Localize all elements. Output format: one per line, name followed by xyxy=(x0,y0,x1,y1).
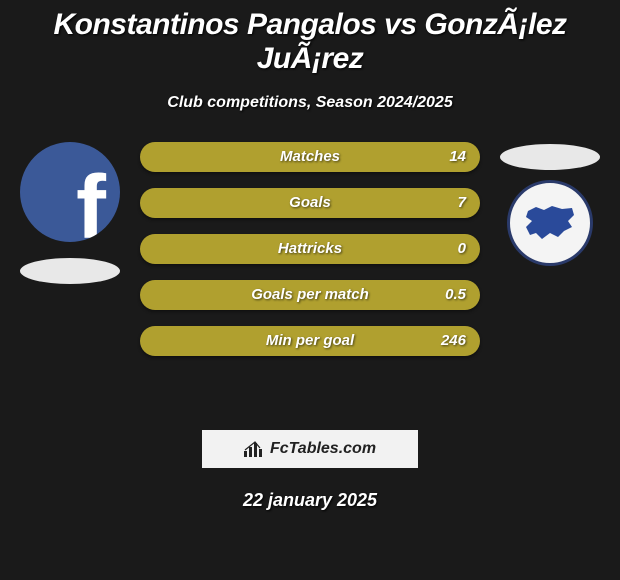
brand-name: FcTables.com xyxy=(270,440,376,458)
stat-value-right: 14 xyxy=(449,142,466,172)
subtitle: Club competitions, Season 2024/2025 xyxy=(0,94,620,112)
stats-list: Matches 14 Goals 7 Hattricks 0 Goals per… xyxy=(140,142,480,356)
stat-label: Goals per match xyxy=(140,280,480,310)
page-title: Konstantinos Pangalos vs GonzÃ¡lez JuÃ¡r… xyxy=(0,0,620,76)
stat-value-right: 0.5 xyxy=(445,280,466,310)
player-left-avatar xyxy=(20,142,120,242)
stat-value-right: 0 xyxy=(458,234,466,264)
player-right-column xyxy=(490,142,610,266)
bar-chart-icon xyxy=(244,441,264,457)
stat-row-goals-per-match: Goals per match 0.5 xyxy=(140,280,480,310)
stat-label: Goals xyxy=(140,188,480,218)
stat-label: Hattricks xyxy=(140,234,480,264)
comparison-content: Matches 14 Goals 7 Hattricks 0 Goals per… xyxy=(0,142,620,422)
stat-row-goals: Goals 7 xyxy=(140,188,480,218)
player-left-column xyxy=(10,142,130,284)
player-right-avatar-pill xyxy=(500,144,600,170)
greece-map-icon xyxy=(522,203,578,243)
stat-row-hattricks: Hattricks 0 xyxy=(140,234,480,264)
stat-label: Matches xyxy=(140,142,480,172)
stat-value-right: 246 xyxy=(441,326,466,356)
player-left-team-pill xyxy=(20,258,120,284)
player-right-team-logo xyxy=(507,180,593,266)
brand-badge: FcTables.com xyxy=(202,430,418,468)
stat-row-min-per-goal: Min per goal 246 xyxy=(140,326,480,356)
stat-value-right: 7 xyxy=(458,188,466,218)
date-text: 22 january 2025 xyxy=(0,490,620,511)
stat-label: Min per goal xyxy=(140,326,480,356)
stat-row-matches: Matches 14 xyxy=(140,142,480,172)
